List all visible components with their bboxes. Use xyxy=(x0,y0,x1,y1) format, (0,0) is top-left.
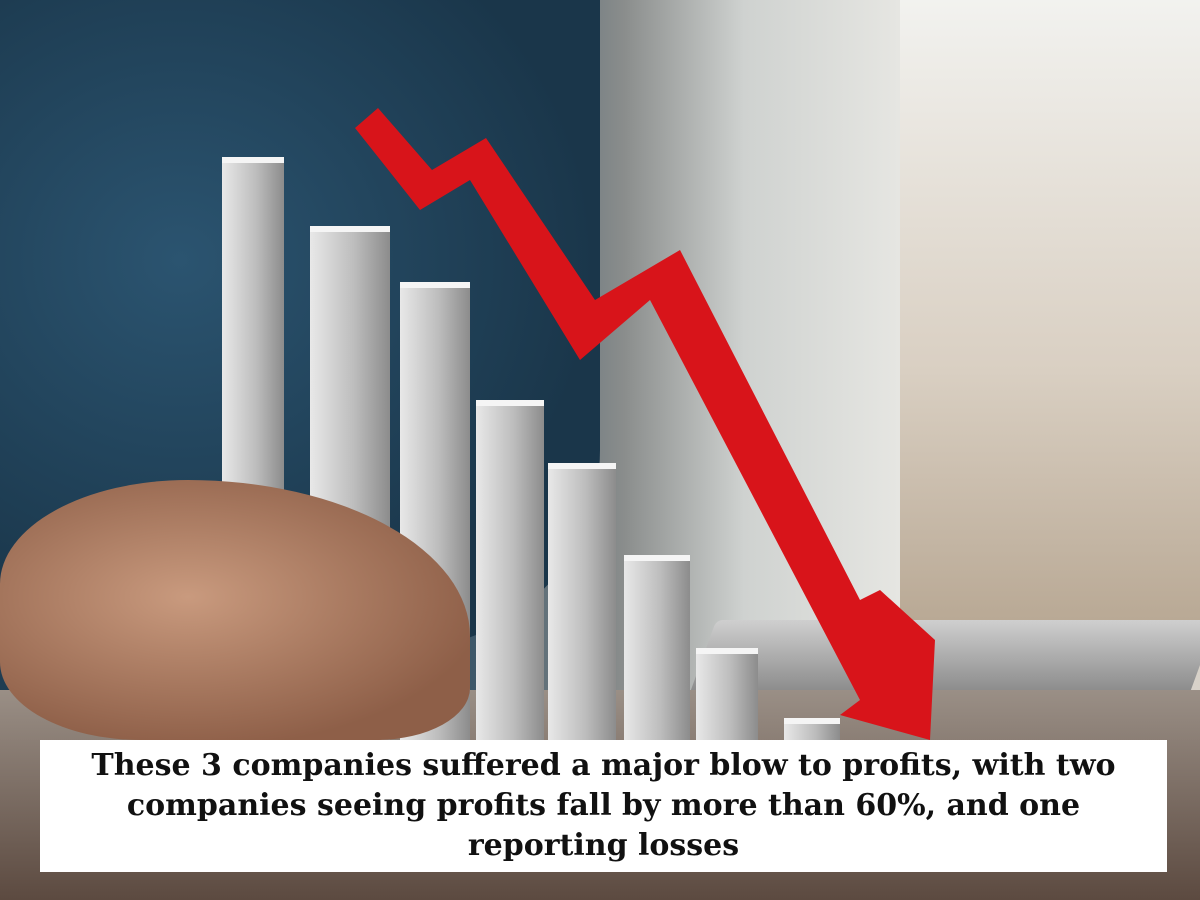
caption-text: These 3 companies suffered a major blow … xyxy=(91,748,1116,863)
window-background xyxy=(900,0,1200,620)
caption-banner: These 3 companies suffered a major blow … xyxy=(40,740,1167,872)
bar-6 xyxy=(624,555,690,740)
bar-8 xyxy=(784,718,840,740)
bar-5 xyxy=(548,463,616,740)
bar-7 xyxy=(696,648,758,740)
bar-4 xyxy=(476,400,544,740)
